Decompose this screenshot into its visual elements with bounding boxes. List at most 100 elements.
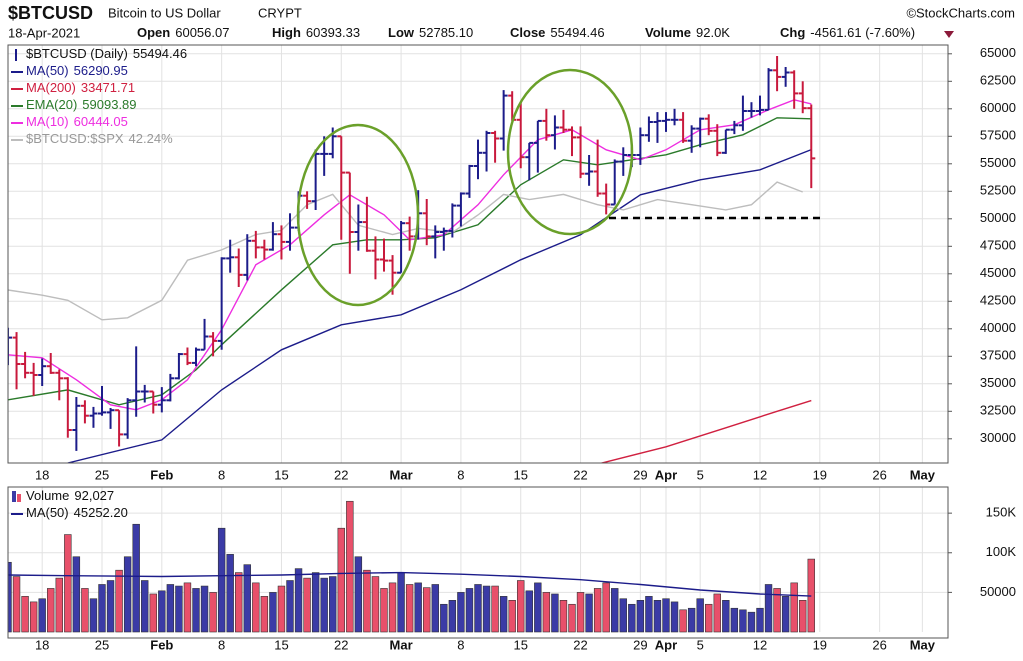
volume-bar [457,592,465,633]
legend-value: 45252.20 [74,505,128,520]
stat-value: 60056.07 [175,25,229,40]
volume-bar [175,585,183,633]
volume-bar [329,576,337,633]
legend-entry: MA(200) 33471.71 [26,80,135,95]
volume-bar [72,556,81,633]
volume-bar [64,534,72,633]
stat-label: Close [510,25,545,40]
stat-label: Volume [645,25,691,40]
volume-bar [423,587,431,633]
legend-entry: MA(50) 56290.95 [26,63,128,78]
price-panel: 30000 32500 35000 37500 40000 42500 45000 47500… [7,44,1016,482]
legend-entry: Volume 92,027 [26,488,114,503]
volume-bar [517,580,525,633]
volume-bar [226,554,234,633]
volume-bar [8,561,12,633]
volume-bar [217,527,226,633]
volume-bar [576,592,585,633]
volume-bar [653,600,662,633]
legend-value: 59093.89 [82,97,136,112]
legend-name: MA(10) [26,114,69,129]
legend-entry: EMA(20) 59093.89 [26,97,137,112]
volume-bar [123,556,132,633]
x-tick-label: Mar [390,637,413,652]
volume-bar [619,598,627,633]
legend-swatch [17,494,21,502]
x-tick-label: May [910,637,936,652]
frame [7,486,949,639]
frame [7,44,949,464]
volume-bar [696,598,704,633]
x-tick-label: May [910,467,936,482]
volume-bar [645,596,653,633]
legend-name: Volume [26,488,69,503]
volume-bar [448,600,457,633]
x-tick-label: Mar [390,467,413,482]
y-tick-label: 32500 [980,403,1016,418]
legend-value: 42.24% [129,131,174,146]
volume-bar [628,603,636,633]
legend-value: 56290.95 [74,63,128,78]
volume-bar [303,577,311,633]
volume-bar [98,584,106,633]
volume-bar [277,585,286,633]
x-tick-label: 22 [573,637,587,652]
legend-swatch [12,491,16,502]
volume-bar [414,582,422,633]
volume-bar [158,590,166,633]
volume-bar [311,572,320,633]
x-tick-label: 15 [513,637,527,652]
y-tick-label: 45000 [980,265,1016,280]
volume-bar [269,592,277,633]
volume-bar [354,556,363,633]
volume-bar [534,582,542,633]
legend-entry: MA(10) 60444.05 [26,114,128,129]
volume-bar [141,580,149,633]
x-tick-label: 22 [334,467,348,482]
volume-bar [525,590,533,633]
stat-label: High [272,25,301,40]
x-tick-label: 8 [218,637,225,652]
y-tick-label: 35000 [980,375,1016,390]
annotation-ellipse [296,123,420,307]
volume-bar [371,576,380,633]
y-tick-label: 37500 [980,348,1016,363]
volume-bar [756,607,764,633]
volume-bar [739,609,747,633]
y-tick-label: 55000 [980,155,1016,170]
x-tick-label: 12 [753,467,767,482]
legend-value: 55494.46 [133,46,187,61]
volume-bar [764,584,773,633]
volume-panel: 50000 100K 150K 18 25 Feb 8 15 22 Mar 8 15 22 29 Apr 5 1… [7,486,1016,652]
volume-bar [722,600,730,633]
legend-name: $BTCUSD (Daily) [26,46,128,61]
volume-bar [81,588,89,633]
volume-bar [790,582,798,633]
line-series [67,148,812,463]
volume-bar [551,593,559,633]
volume-bar [38,598,46,633]
volume-bar [508,600,516,633]
x-tick-label: 18 [35,467,49,482]
volume-bar [346,500,354,633]
x-tick-label: 19 [813,467,827,482]
volume-bar [593,588,602,633]
plot-clip [8,500,815,633]
volume-bar [773,588,781,633]
volume-bar [705,603,713,633]
x-tick-label: 26 [872,637,886,652]
legend-value: 92,027 [74,488,114,503]
x-tick-label: Apr [655,467,677,482]
legend-name: MA(200) [26,80,76,95]
legend-entry: MA(50) 45252.20 [26,505,128,520]
volume-bar [388,582,397,633]
stat: Open 60056.07 [137,25,229,40]
volume-bar [713,593,721,633]
x-tick-label: 12 [753,637,767,652]
y-tick-label: 40000 [980,320,1016,335]
x-tick-label: 8 [457,467,464,482]
stat-label: Open [137,25,170,40]
y-tick-label: 60000 [980,100,1016,115]
stat-value: 52785.10 [419,25,473,40]
x-tick-label: 8 [457,637,464,652]
